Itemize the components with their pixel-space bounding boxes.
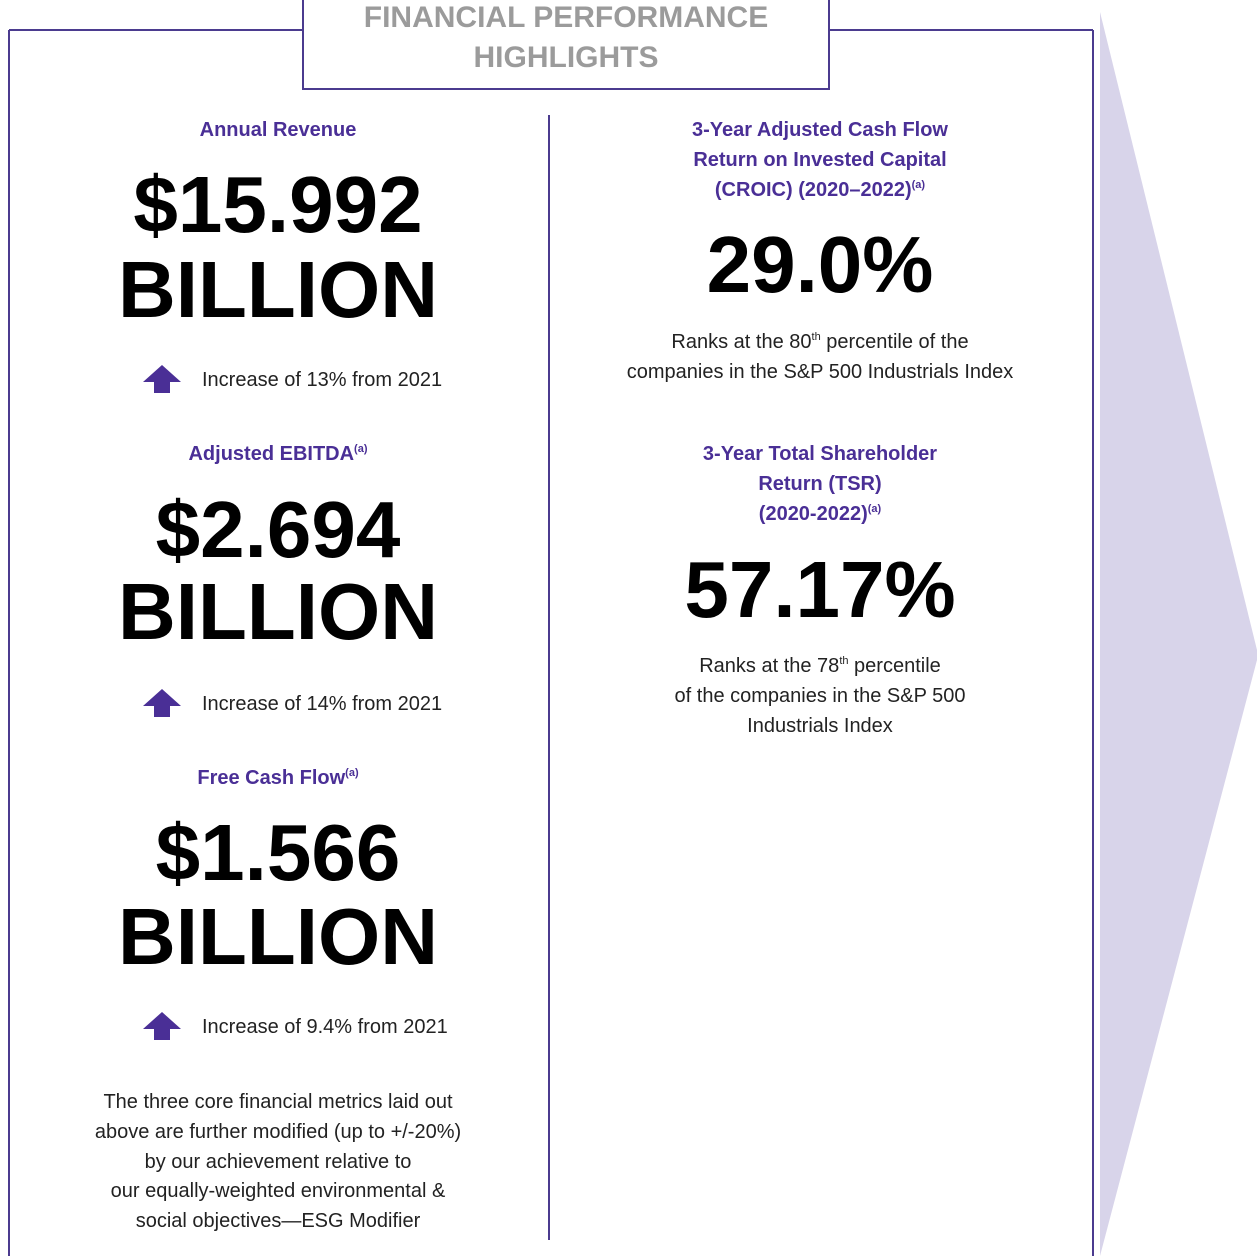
note: Ranks at the 78th percentile [575, 651, 1065, 681]
metric-label: (2020-2022)(a) [575, 499, 1065, 529]
footnote: social objectives—ESG Modifier [135, 1210, 421, 1232]
note: of the companies in the S&P 500 [674, 685, 966, 707]
metric-label: Adjusted EBITDA(a) [30, 439, 526, 469]
metric-value: BILLION [118, 892, 438, 981]
footnote: above are further modified (up to +/-20%… [94, 1121, 462, 1143]
text: (CROIC) (2020–2022) [714, 179, 912, 201]
metric-value: $1.566 [155, 808, 401, 897]
text: th [839, 655, 849, 667]
metric-label: Free Cash Flow(a) [30, 763, 526, 793]
metric-label: 3-Year Total Shareholder [702, 443, 938, 465]
note: companies in the S&P 500 Industrials Ind… [626, 361, 1014, 383]
title: HIGHLIGHTS [473, 41, 659, 74]
metric-value: $15.992 [133, 160, 423, 249]
metric-value: $2.694 [155, 485, 401, 574]
metric-value: BILLION [118, 245, 438, 334]
metric-label: Return (TSR) [758, 473, 882, 495]
text: Ranks at the 80 [671, 331, 812, 353]
text: Ranks at the 78 [699, 655, 840, 677]
text: percentile [848, 655, 941, 677]
text: (2020-2022) [758, 503, 868, 525]
note: Ranks at the 80th percentile of the [575, 327, 1065, 357]
footnote: The three core financial metrics laid ou… [103, 1091, 453, 1113]
text: Increase of 9.4% from 2021 [202, 1016, 448, 1038]
metric-value: BILLION [118, 567, 438, 656]
text: (a) [911, 179, 926, 191]
text: (a) [867, 503, 882, 515]
note: Industrials Index [747, 715, 893, 737]
up-arrow [143, 689, 181, 717]
text: (a) [354, 443, 368, 455]
metric-label: (CROIC) (2020–2022)(a) [575, 175, 1065, 205]
metric-label: Annual Revenue [30, 115, 526, 145]
title: FINANCIAL PERFORMANCE [363, 1, 769, 34]
text: Increase of 14% from 2021 [202, 693, 443, 715]
metric-value: 29.0% [706, 220, 934, 309]
footnote: our equally-weighted environmental & [110, 1180, 446, 1202]
text: (a) [345, 767, 359, 779]
up-arrow [143, 1012, 181, 1040]
title-box: FINANCIAL PERFORMANCE HIGHLIGHTS [302, 0, 830, 90]
text: percentile of the [820, 331, 969, 353]
footnote: by our achievement relative to [144, 1151, 412, 1173]
metric-value: 57.17% [684, 545, 956, 634]
text: Increase of 13% from 2021 [202, 369, 443, 391]
text: Annual Revenue [199, 119, 357, 141]
metric-label: Return on Invested Capital [693, 149, 947, 171]
text: Free Cash Flow [197, 767, 346, 789]
text: th [811, 331, 821, 343]
text: Adjusted EBITDA [188, 443, 355, 465]
chevron [1100, 12, 1257, 1256]
up-arrow [143, 365, 181, 393]
metric-label: 3-Year Adjusted Cash Flow [692, 119, 948, 141]
